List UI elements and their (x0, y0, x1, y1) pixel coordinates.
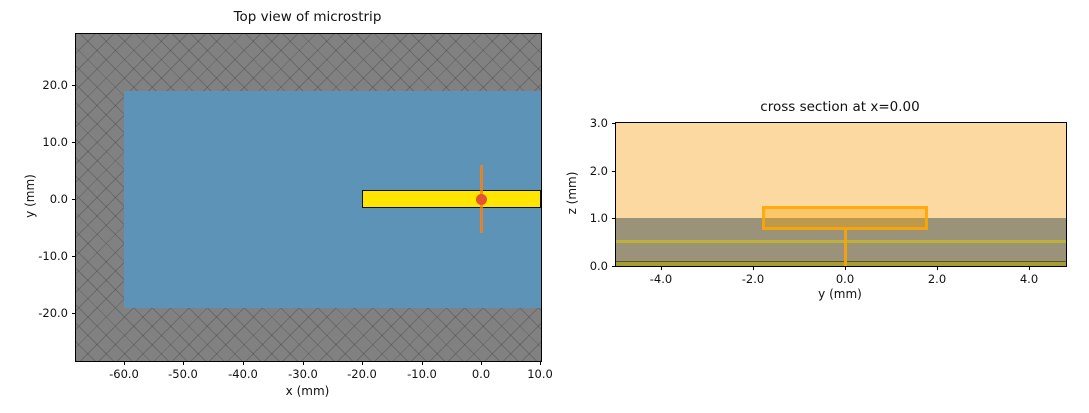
y-tick-mark (612, 171, 616, 172)
y-tick-label: 0.0 (49, 192, 68, 206)
x-tick-mark (845, 266, 846, 270)
y-tick-mark (612, 123, 616, 124)
y-tick-mark (72, 142, 76, 143)
x-tick-label: -10.0 (407, 367, 437, 381)
x-tick-label: 0.0 (471, 367, 491, 381)
y-tick-label: -10.0 (38, 249, 68, 263)
x-tick-mark (540, 361, 541, 365)
mid-plane-line (616, 240, 1066, 243)
x-tick-label: -60.0 (109, 367, 139, 381)
x-tick-label: 10.0 (527, 367, 553, 381)
y-tick-mark (612, 218, 616, 219)
y-tick-label: 3.0 (589, 116, 608, 130)
cross-section-axes: -4.0 -2.0 0.0 2.0 4.0 3.0 2.0 1.0 0.0 (590, 116, 1067, 286)
cross-section-ylabel: z (mm) (565, 171, 579, 215)
y-tick-mark (72, 199, 76, 200)
conductor-highlight-rect (762, 206, 928, 230)
x-tick-mark (937, 266, 938, 270)
ground-plane-strip (616, 261, 1066, 266)
y-tick-label: -20.0 (38, 306, 68, 320)
x-tick-mark (661, 266, 662, 270)
x-tick-label: 0.0 (835, 272, 855, 286)
x-tick-mark (753, 266, 754, 270)
top-view-title: Top view of microstrip (233, 9, 382, 25)
y-tick-label: 0.0 (589, 259, 608, 273)
x-tick-label: -30.0 (288, 367, 318, 381)
x-tick-mark (422, 361, 423, 365)
y-tick-label: 2.0 (589, 164, 608, 178)
cross-section-title: cross section at x=0.00 (760, 99, 920, 115)
microstrip-trace-rect (362, 190, 541, 208)
feed-line (844, 230, 847, 266)
x-tick-mark (362, 361, 363, 365)
port-marker-dot (476, 194, 487, 205)
x-tick-label: -20.0 (347, 367, 377, 381)
top-view-axes: -60.0 -50.0 -40.0 -30.0 -20.0 -10.0 0.0 … (38, 33, 553, 381)
x-tick-mark (1029, 266, 1030, 270)
x-tick-label: -4.0 (649, 272, 673, 286)
x-tick-mark (303, 361, 304, 365)
top-view-xlabel: x (mm) (285, 384, 330, 398)
x-tick-label: -40.0 (228, 367, 258, 381)
y-tick-label: 20.0 (42, 78, 68, 92)
x-tick-label: 4.0 (1019, 272, 1039, 286)
x-tick-label: -50.0 (168, 367, 198, 381)
y-tick-mark (72, 313, 76, 314)
y-tick-label: 10.0 (42, 135, 68, 149)
x-tick-label: -2.0 (741, 272, 765, 286)
x-tick-mark (481, 361, 482, 365)
top-view-ylabel: y (mm) (23, 174, 37, 218)
x-tick-label: 2.0 (927, 272, 947, 286)
x-tick-mark (183, 361, 184, 365)
y-tick-mark (612, 266, 616, 267)
y-tick-mark (72, 85, 76, 86)
x-tick-mark (243, 361, 244, 365)
y-tick-mark (72, 256, 76, 257)
y-tick-label: 1.0 (589, 211, 608, 225)
cross-section-xlabel: y (mm) (818, 287, 862, 301)
x-tick-mark (124, 361, 125, 365)
